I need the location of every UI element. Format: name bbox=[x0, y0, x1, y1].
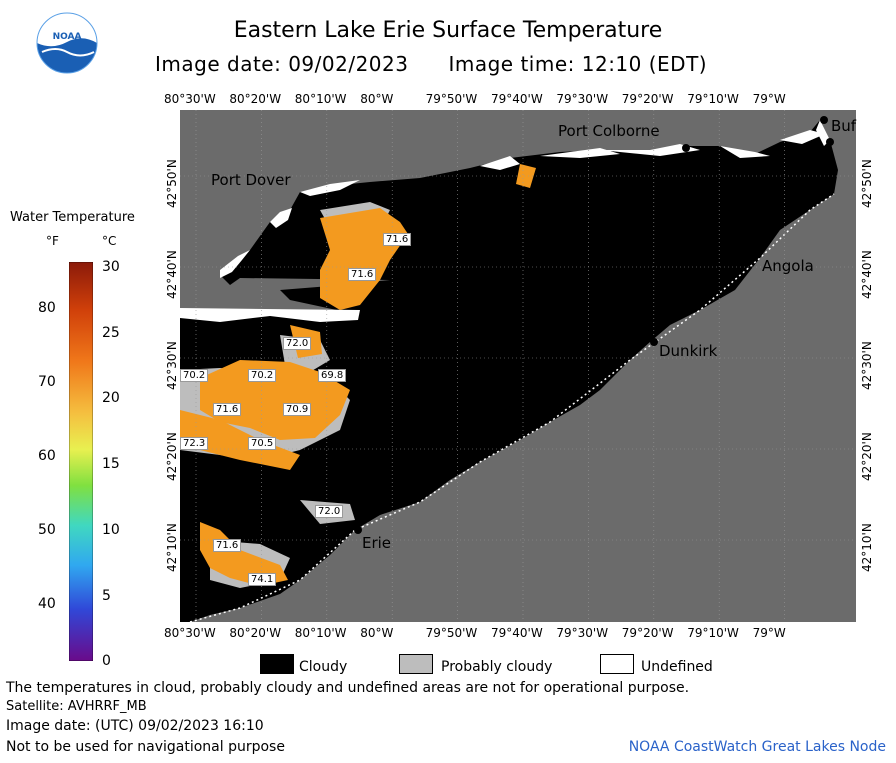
temp-label: 71.6 bbox=[383, 233, 412, 246]
node-credit: NOAA CoastWatch Great Lakes Node bbox=[628, 739, 886, 755]
city-dot-buffalo bbox=[820, 116, 828, 124]
legend-tick-c: 20 bbox=[102, 390, 120, 407]
city-erie: Erie bbox=[362, 534, 392, 552]
temp-label: 71.6 bbox=[213, 403, 242, 416]
city-markers bbox=[354, 116, 834, 534]
lon-bottom-label: 80°10'W bbox=[294, 626, 347, 640]
lon-top-label: 79°10'W bbox=[687, 92, 739, 106]
lon-bottom-label: 79°50'W bbox=[425, 626, 478, 640]
lat-left-label: 42°50'N bbox=[165, 159, 179, 208]
graticule bbox=[180, 110, 856, 622]
lon-bottom-label: 79°30'W bbox=[556, 626, 609, 640]
temp-label: 70.9 bbox=[283, 403, 312, 416]
lat-right-label: 42°40'N bbox=[860, 250, 874, 299]
temp-label: 70.2 bbox=[248, 369, 277, 382]
lat-right-label: 42°30'N bbox=[860, 341, 874, 390]
lake-erie-map bbox=[180, 110, 856, 622]
lon-top-label: 80°20'W bbox=[229, 92, 282, 106]
lat-right-label: 42°20'N bbox=[860, 432, 874, 481]
key-label-cloudy: Cloudy bbox=[299, 659, 348, 675]
lon-top-label: 79°30'W bbox=[556, 92, 609, 106]
city-angola: Angola bbox=[762, 257, 814, 275]
legend-unit-c: °C bbox=[102, 234, 117, 248]
lon-top-label: 80°30'W bbox=[164, 92, 216, 106]
lon-top-label: 80°W bbox=[360, 92, 394, 106]
temp-label: 71.6 bbox=[348, 268, 377, 281]
svg-text:NOAA: NOAA bbox=[53, 32, 82, 42]
city-dunkirk: Dunkirk bbox=[659, 342, 718, 360]
undefined-fringe-west bbox=[180, 308, 360, 322]
legend-unit-f: °F bbox=[46, 234, 59, 248]
lon-bottom-label: 80°20'W bbox=[229, 626, 282, 640]
south-shoreline bbox=[189, 193, 835, 622]
key-swatch-cloudy bbox=[260, 654, 294, 674]
city-dot-erie bbox=[354, 526, 362, 534]
lon-top-label: 80°10'W bbox=[294, 92, 347, 106]
legend-tick-c: 30 bbox=[102, 259, 120, 275]
lat-left-label: 42°30'N bbox=[165, 341, 179, 390]
lat-right-label: 42°50'N bbox=[860, 159, 874, 208]
temp-label: 72.0 bbox=[283, 337, 312, 350]
legend-title: Water Temperature bbox=[10, 210, 135, 225]
page-title: Eastern Lake Erie Surface Temperature bbox=[233, 18, 663, 43]
temp-label: 72.3 bbox=[180, 437, 209, 450]
subtitle: Image date: 09/02/2023 Image time: 12:10 … bbox=[155, 52, 707, 76]
lat-left-label: 42°10'N bbox=[165, 523, 179, 572]
city-port-colborne: Port Colborne bbox=[558, 122, 660, 140]
key-swatch-probably-cloudy bbox=[399, 654, 433, 674]
temp-label: 70.2 bbox=[180, 369, 209, 382]
lat-right-label: 42°10'N bbox=[860, 523, 874, 572]
legend-tick-c: 25 bbox=[102, 324, 120, 341]
city-dot-angola bbox=[754, 250, 762, 258]
legend-tick-f: 50 bbox=[38, 522, 56, 538]
city-dot-port-colborne bbox=[682, 144, 690, 152]
lat-left-label: 42°20'N bbox=[165, 432, 179, 481]
image-time: Image time: 12:10 (EDT) bbox=[448, 52, 708, 76]
legend-tick-f: 70 bbox=[38, 374, 56, 390]
legend-tick-c: 5 bbox=[102, 587, 111, 604]
lon-bottom-label: 79°20'W bbox=[621, 626, 674, 640]
legend-tick-f: 80 bbox=[38, 300, 56, 316]
temp-label: 69.8 bbox=[318, 369, 347, 382]
temp-label: 72.0 bbox=[315, 505, 344, 518]
warm-water-areas bbox=[180, 164, 536, 586]
satellite-text: Satellite: AVHRRF_MB bbox=[6, 699, 147, 714]
legend-tick-c: 0 bbox=[102, 653, 111, 670]
lon-bottom-label: 80°30'W bbox=[164, 626, 216, 640]
legend-tick-f: 60 bbox=[38, 448, 56, 464]
lon-top-label: 79°50'W bbox=[425, 92, 478, 106]
lon-top-label: 79°W bbox=[752, 92, 786, 106]
lon-bottom-label: 79°40'W bbox=[491, 626, 543, 640]
legend-tick-c: 10 bbox=[102, 521, 120, 538]
lon-top-label: 79°20'W bbox=[621, 92, 674, 106]
lon-bottom-label: 79°10'W bbox=[687, 626, 739, 640]
disclaimer-text: The temperatures in cloud, probably clou… bbox=[6, 680, 690, 696]
legend-tick-c: 15 bbox=[102, 456, 120, 473]
key-label-undefined: Undefined bbox=[641, 659, 713, 675]
image-date: Image date: 09/02/2023 bbox=[155, 52, 409, 76]
lon-bottom-label: 80°W bbox=[360, 626, 394, 640]
utc-date-text: Image date: (UTC) 09/02/2023 16:10 bbox=[6, 718, 264, 734]
city-buffalo: Buf bbox=[831, 117, 857, 135]
city-port-dover: Port Dover bbox=[211, 171, 291, 189]
key-swatch-undefined bbox=[600, 654, 634, 674]
lat-left-label: 42°40'N bbox=[165, 250, 179, 299]
city-dot-buffalo-2 bbox=[826, 138, 834, 146]
nav-warning-text: Not to be used for navigational purpose bbox=[6, 739, 285, 755]
lon-bottom-label: 79°W bbox=[752, 626, 786, 640]
noaa-logo: NOAA bbox=[36, 12, 98, 74]
lon-top-label: 79°40'W bbox=[491, 92, 543, 106]
temp-label: 74.1 bbox=[248, 573, 277, 586]
city-dot-dunkirk bbox=[650, 338, 658, 346]
temp-label: 71.6 bbox=[213, 539, 242, 552]
temp-label: 70.5 bbox=[248, 437, 277, 450]
key-label-probably-cloudy: Probably cloudy bbox=[441, 659, 553, 675]
temperature-colorbar bbox=[69, 262, 93, 661]
legend-tick-f: 40 bbox=[38, 596, 56, 612]
